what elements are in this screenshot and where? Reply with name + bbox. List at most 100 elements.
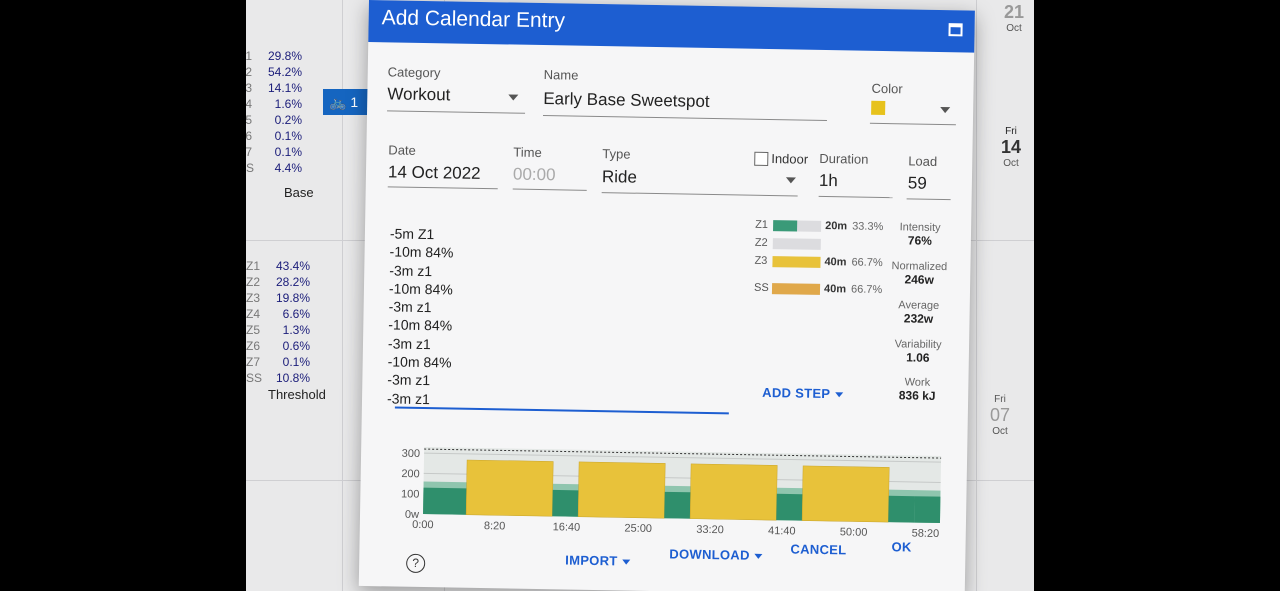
zone-percent: 4.4% bbox=[274, 161, 302, 175]
zone-bar-label: Z2 bbox=[754, 236, 768, 249]
chevron-down-icon bbox=[622, 559, 631, 565]
ok-button[interactable]: OK bbox=[891, 539, 911, 554]
day-number: 21 bbox=[1004, 2, 1025, 22]
zone-summary-row: Z7 0.1% bbox=[246, 354, 310, 370]
zone-name: Z1 bbox=[246, 49, 253, 63]
ok-label: OK bbox=[891, 539, 912, 555]
maximize-icon[interactable] bbox=[948, 23, 963, 37]
zone-percent: 1.3% bbox=[282, 323, 310, 337]
indoor-checkbox[interactable] bbox=[754, 151, 769, 166]
color-label: Color bbox=[871, 80, 903, 97]
workout-step-line: -10m 84% bbox=[388, 316, 453, 334]
cancel-button[interactable]: CANCEL bbox=[790, 541, 846, 557]
chart-gridline bbox=[424, 452, 942, 463]
add-step-label: ADD STEP bbox=[762, 384, 831, 402]
zone-bar-track bbox=[772, 238, 821, 250]
calendar-background: Z129.8%Z254.2%Z314.1%Z41.6%Z50.2%Z60.1%Z… bbox=[246, 0, 1034, 591]
zone-bar-fill bbox=[773, 220, 798, 232]
chart-x-tick: 33:20 bbox=[696, 524, 724, 536]
calendar-workout-chip[interactable]: 🚲 1 bbox=[323, 89, 371, 115]
bike-icon: 🚲 bbox=[329, 94, 347, 110]
zone-bar-percent: 33.3% bbox=[852, 220, 884, 234]
zone-name: Z7 bbox=[246, 355, 261, 369]
chart-y-tick: 300 bbox=[402, 448, 421, 460]
type-dropdown-icon[interactable] bbox=[785, 177, 796, 184]
calendar-day-07[interactable]: Fri 07 Oct bbox=[990, 394, 1010, 437]
duration-field[interactable]: 1h bbox=[818, 170, 839, 191]
zone-name: SS bbox=[246, 161, 255, 175]
load-field[interactable]: 59 bbox=[907, 173, 927, 193]
zone-bar-fill bbox=[772, 256, 821, 268]
workout-stat-value: 76% bbox=[907, 233, 933, 248]
category-dropdown-icon[interactable] bbox=[508, 94, 519, 101]
zone-name: Z6 bbox=[246, 129, 253, 143]
workout-stat: Variability 1.06 bbox=[883, 338, 953, 365]
zone-summary-row: Z3 14.1% bbox=[246, 80, 302, 96]
zone-summary-bottom-label: Threshold bbox=[268, 387, 326, 402]
zone-summary-top-label: Base bbox=[284, 185, 314, 200]
date-field[interactable]: 14 Oct 2022 bbox=[387, 162, 481, 183]
zone-percent: 43.4% bbox=[275, 259, 310, 273]
zone-percent: 29.8% bbox=[267, 49, 302, 63]
import-label: IMPORT bbox=[565, 552, 618, 569]
chart-x-tick: 8:20 bbox=[484, 520, 506, 532]
download-button[interactable]: DOWNLOAD bbox=[669, 546, 763, 563]
chart-x-tick: 25:00 bbox=[624, 523, 652, 535]
zone-name: Z3 bbox=[246, 81, 253, 95]
workout-power-chart: 300 200 100 0w0:00 8:20 16:40 25:00 33:20 41:40 5… bbox=[401, 447, 942, 540]
date-label: Date bbox=[388, 142, 416, 158]
import-button[interactable]: IMPORT bbox=[565, 553, 631, 569]
zone-bar-row: Z2 bbox=[755, 237, 885, 251]
day-weekday: Fri bbox=[994, 394, 1006, 405]
chart-bar bbox=[914, 496, 941, 524]
zone-percent: 0.1% bbox=[274, 145, 302, 159]
color-swatch[interactable] bbox=[871, 100, 886, 116]
zone-name: Z1 bbox=[246, 259, 261, 273]
workout-stat: Intensity 76% bbox=[885, 221, 955, 248]
name-field[interactable]: Early Base Sweetspot bbox=[543, 89, 710, 111]
chart-bar bbox=[689, 463, 778, 521]
zone-name: SS bbox=[246, 371, 263, 385]
type-select[interactable]: Ride bbox=[601, 167, 638, 187]
zone-summary-row: SS 10.8% bbox=[246, 370, 310, 386]
dialog-title: Add Calendar Entry bbox=[381, 6, 566, 33]
chevron-down-icon bbox=[754, 553, 763, 560]
indoor-label: Indoor bbox=[771, 151, 809, 167]
zone-summary-row: Z5 1.3% bbox=[246, 322, 310, 338]
help-icon[interactable]: ? bbox=[406, 553, 426, 574]
color-dropdown-icon[interactable] bbox=[940, 106, 951, 114]
calendar-day-14[interactable]: Fri 14 Oct bbox=[1001, 126, 1021, 169]
chart-x-tick: 50:00 bbox=[840, 526, 868, 538]
time-field[interactable]: 00:00 bbox=[512, 164, 556, 185]
workout-stat: Normalized 246w bbox=[884, 260, 954, 287]
workout-step-line: -10m 84% bbox=[388, 280, 453, 298]
zone-percent: 10.8% bbox=[275, 371, 310, 385]
zone-bar-row: SS 40m 66.7% bbox=[754, 282, 884, 296]
zone-summary-row: Z6 0.6% bbox=[246, 338, 310, 354]
zone-summary-row: Z3 19.8% bbox=[246, 290, 310, 306]
add-step-button[interactable]: ADD STEP bbox=[762, 384, 844, 402]
zone-percent: 0.6% bbox=[282, 339, 310, 353]
zone-name: Z5 bbox=[246, 113, 253, 127]
zone-percent: 6.6% bbox=[282, 307, 310, 321]
chart-y-tick: 0w bbox=[405, 509, 419, 521]
chart-x-tick: 16:40 bbox=[553, 521, 581, 533]
chart-bar bbox=[423, 487, 467, 515]
workout-steps-textarea[interactable]: -5m Z1 -10m 84% -3m z1 -10m 84% -3m z1 -10m 8… bbox=[387, 224, 454, 408]
download-label: DOWNLOAD bbox=[669, 546, 750, 563]
name-label: Name bbox=[543, 67, 579, 83]
category-select[interactable]: Workout bbox=[387, 84, 451, 105]
chart-y-tick: 200 bbox=[401, 468, 420, 480]
zone-bar-label: SS bbox=[753, 281, 769, 295]
workout-stat-value: 1.06 bbox=[906, 350, 930, 365]
zone-bar-row: Z1 20m 33.3% bbox=[755, 219, 885, 233]
zone-summary-row: Z7 0.1% bbox=[246, 144, 302, 160]
chart-bar bbox=[465, 459, 554, 517]
calendar-workout-chip-text: 1 bbox=[350, 94, 359, 110]
calendar-day-21[interactable]: 21 Oct bbox=[1004, 2, 1024, 34]
day-number: 07 bbox=[990, 405, 1011, 425]
zone-percent: 1.6% bbox=[274, 97, 302, 111]
workout-step-line: -3m z1 bbox=[387, 371, 431, 389]
zone-summary-row: Z4 1.6% bbox=[246, 96, 302, 112]
chart-bar bbox=[664, 491, 691, 519]
